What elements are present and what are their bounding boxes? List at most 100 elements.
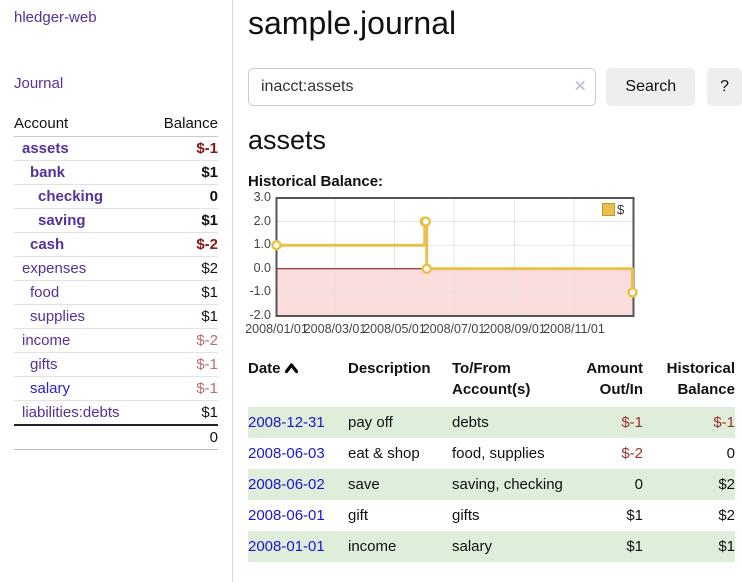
register-header-date[interactable]: Date xyxy=(248,360,281,377)
account-row: checking 0 xyxy=(14,184,218,209)
sidebar-account-link-food[interactable]: food xyxy=(30,284,60,301)
account-balance: $-1 xyxy=(148,136,218,161)
transaction-description: save xyxy=(348,476,380,494)
register-header-description: Description xyxy=(348,360,431,377)
main-content: sample.journal ✕ Search ? assets Histori… xyxy=(245,0,742,563)
y-axis-tick-label: 2.0 xyxy=(253,213,271,228)
register-header-amount: Amount Out/In xyxy=(586,360,643,398)
y-axis-tick-label: 0.0 xyxy=(253,260,271,275)
account-balance: 0 xyxy=(148,184,218,209)
transaction-date-link[interactable]: 2008-01-01 xyxy=(248,538,325,556)
clear-search-icon[interactable]: ✕ xyxy=(573,78,587,95)
sidebar-account-link-gifts[interactable]: gifts xyxy=(30,356,58,373)
account-balance: $1 xyxy=(148,304,218,329)
chart-title: Historical Balance: xyxy=(248,173,384,190)
sidebar-account-link-bank[interactable]: bank xyxy=(30,164,66,181)
sidebar: hledger-web Journal Account Balance asse… xyxy=(0,0,233,582)
transaction-accounts: food, supplies xyxy=(452,445,545,463)
accounts-header-account: Account xyxy=(14,112,149,137)
sort-ascending-icon[interactable] xyxy=(284,362,299,374)
transaction-balance: $2 xyxy=(718,507,735,525)
transaction-date-link[interactable]: 2008-06-03 xyxy=(248,445,325,463)
legend-label: $ xyxy=(617,202,625,217)
account-row: income $-2 xyxy=(14,328,218,353)
sidebar-account-link-expenses[interactable]: expenses xyxy=(22,260,87,277)
sidebar-account-link-salary[interactable]: salary xyxy=(30,380,71,397)
account-balance: $1 xyxy=(148,400,218,426)
register-row: 2008-06-02 save saving, checking 0 $2 xyxy=(248,469,735,501)
register-header-row: Date Description To/From Account(s) Amou… xyxy=(248,357,735,407)
transaction-amount: $-1 xyxy=(621,414,643,432)
y-axis-tick-label: 1.0 xyxy=(253,237,271,252)
transaction-description: pay off xyxy=(348,414,393,432)
accounts-header-row: Account Balance xyxy=(14,112,218,137)
search-input[interactable] xyxy=(248,68,597,106)
sidebar-account-link-cash[interactable]: cash xyxy=(30,236,65,253)
account-balance: $2 xyxy=(148,256,218,281)
transaction-amount: $1 xyxy=(626,507,643,525)
account-heading: assets xyxy=(248,125,327,155)
y-axis-tick-label: -2.0 xyxy=(249,308,271,322)
account-row: gifts $-1 xyxy=(14,352,218,377)
sidebar-account-link-saving[interactable]: saving xyxy=(38,212,86,229)
register-row: 2008-06-03 eat & shop food, supplies $-2 0 xyxy=(248,438,735,469)
sidebar-account-link-liabilities-debts[interactable]: liabilities:debts xyxy=(22,404,120,421)
brand-link[interactable]: hledger-web xyxy=(14,9,97,26)
accounts-table: Account Balance assets $-1 bank $1 checking 0… xyxy=(14,112,218,450)
transaction-accounts: debts xyxy=(452,414,489,432)
account-row: supplies $1 xyxy=(14,304,218,329)
accounts-total-value: 0 xyxy=(148,424,218,450)
transaction-date-link[interactable]: 2008-06-02 xyxy=(248,476,325,494)
y-axis-tick-label: 3.0 xyxy=(253,190,271,204)
search-box: ✕ xyxy=(248,68,597,106)
x-axis-tick-label: 2008/07/01 xyxy=(422,322,486,336)
account-row: cash $-2 xyxy=(14,232,218,257)
sidebar-account-link-income[interactable]: income xyxy=(22,332,71,349)
account-row: bank $1 xyxy=(14,160,218,185)
transaction-amount: 0 xyxy=(634,476,643,494)
chart-legend: $ xyxy=(602,202,624,217)
register-header-balance: Historical Balance xyxy=(666,360,735,398)
x-axis-tick-label: 2008/09/01 xyxy=(483,322,546,336)
transaction-accounts: salary xyxy=(452,538,493,556)
account-row: expenses $2 xyxy=(14,256,218,281)
legend-swatch-icon xyxy=(602,203,615,216)
x-axis-tick-label: 2008/05/01 xyxy=(363,322,426,336)
help-button[interactable]: ? xyxy=(707,68,742,106)
sidebar-account-link-checking[interactable]: checking xyxy=(38,188,104,205)
sidebar-nav: Journal xyxy=(14,75,218,93)
x-axis-tick-label: 2008/03/01 xyxy=(303,322,367,336)
sidebar-account-link-supplies[interactable]: supplies xyxy=(30,308,86,325)
register-row: 2008-12-31 pay off debts $-1 $-1 xyxy=(248,407,735,439)
transaction-accounts: saving, checking xyxy=(452,476,563,494)
x-axis-tick-label: 2008/01/01 xyxy=(245,322,308,336)
transaction-date-link[interactable]: 2008-06-01 xyxy=(248,507,325,525)
transaction-description: eat & shop xyxy=(348,445,420,463)
transaction-amount: $-2 xyxy=(621,445,643,463)
sidebar-item-journal[interactable]: Journal xyxy=(14,75,64,92)
search-button[interactable]: Search xyxy=(606,68,696,106)
register-row: 2008-01-01 income salary $1 $1 xyxy=(248,531,735,563)
account-row: food $1 xyxy=(14,280,218,305)
transaction-balance: $-1 xyxy=(713,414,735,432)
transaction-description: gift xyxy=(348,507,369,525)
account-balance: $1 xyxy=(148,208,218,233)
hledger-web-app: hledger-web Journal Account Balance asse… xyxy=(14,0,742,582)
account-balance: $-2 xyxy=(148,232,218,257)
account-balance: $-1 xyxy=(148,352,218,377)
transaction-description: income xyxy=(348,538,397,556)
account-row: saving $1 xyxy=(14,208,218,233)
transaction-balance: 0 xyxy=(726,445,735,463)
register-header-accounts: To/From Account(s) xyxy=(452,360,531,398)
account-row: assets $-1 xyxy=(14,136,218,161)
transaction-amount: $1 xyxy=(626,538,643,556)
search-form: ✕ Search ? xyxy=(248,68,742,106)
page-title: sample.journal xyxy=(248,5,457,41)
transaction-date-link[interactable]: 2008-12-31 xyxy=(248,414,325,432)
account-balance: $1 xyxy=(148,280,218,305)
accounts-total-row: 0 xyxy=(14,424,218,450)
register-table: Date Description To/From Account(s) Amou… xyxy=(248,357,735,563)
sidebar-account-link-assets[interactable]: assets xyxy=(22,140,69,157)
register-row: 2008-06-01 gift gifts $1 $2 xyxy=(248,500,735,531)
account-balance: $-1 xyxy=(148,376,218,401)
